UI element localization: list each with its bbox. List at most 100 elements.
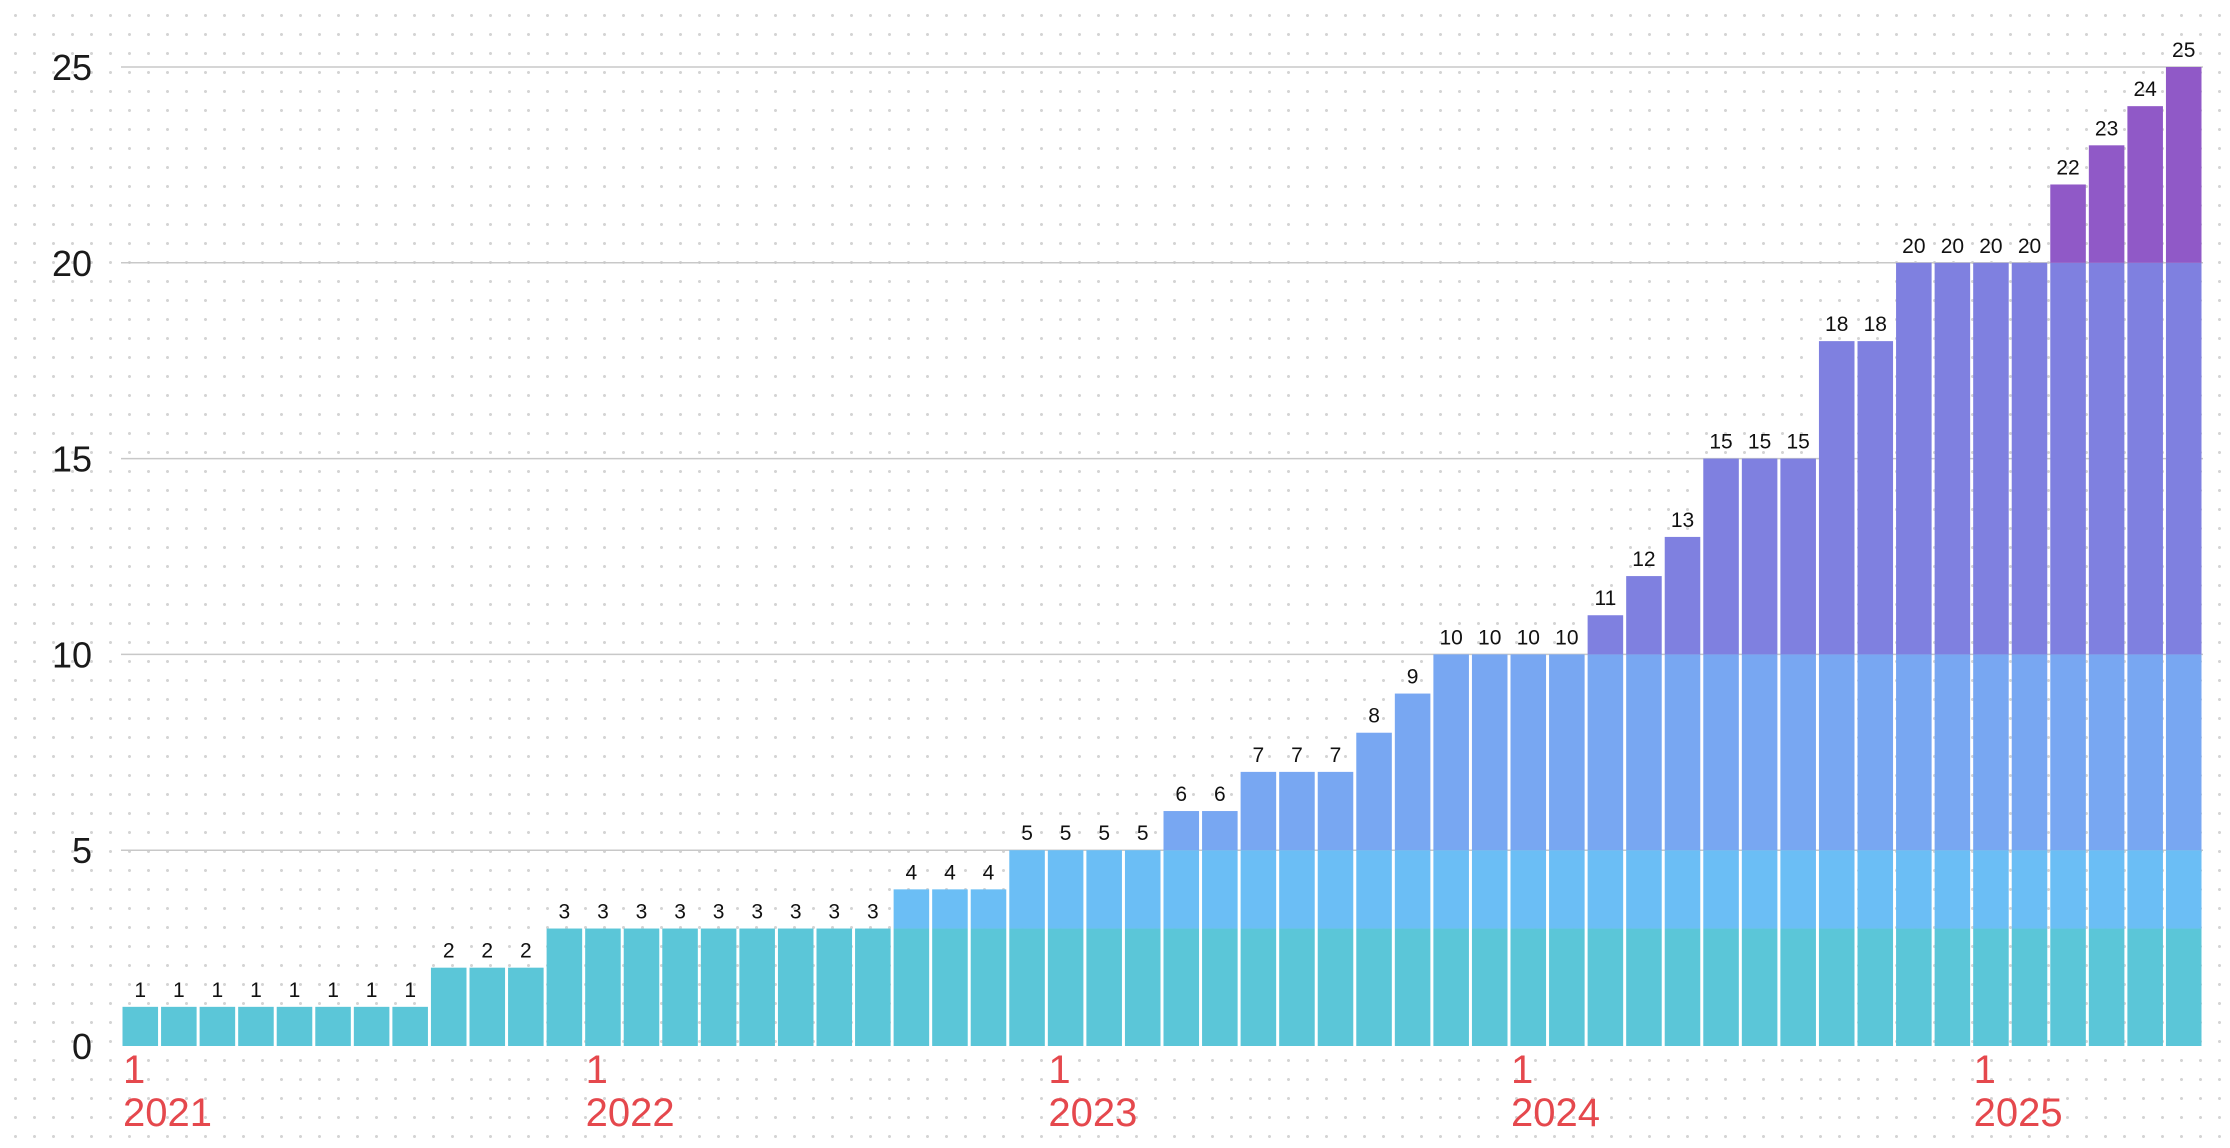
bar-segment	[1047, 928, 1084, 1046]
bar-segment	[1896, 262, 1932, 655]
bar-segment	[1510, 654, 1547, 851]
bar-segment	[1818, 850, 1855, 929]
bar-segment	[1240, 771, 1277, 851]
bar-segment	[1317, 771, 1354, 851]
bar-segment	[662, 928, 698, 1046]
bar-segment	[508, 967, 544, 1046]
bar-segment	[1433, 654, 1469, 851]
y-tick-label: 25	[52, 47, 92, 88]
bar-segment	[1433, 928, 1469, 1046]
bar-segment	[1086, 850, 1122, 929]
bar-segment	[1896, 850, 1932, 929]
y-tick-label: 20	[52, 243, 92, 284]
bar-segment	[777, 928, 814, 1046]
bar	[739, 928, 775, 1046]
bar	[1510, 654, 1547, 1046]
data-label: 6	[1214, 783, 1226, 806]
bar-segment	[276, 1006, 313, 1046]
bar-segment	[1279, 771, 1315, 851]
bar-segment	[623, 928, 660, 1046]
bar-segment	[2127, 654, 2163, 851]
bar-segment	[1394, 928, 1431, 1046]
bar	[585, 928, 621, 1046]
y-axis-ticks: 0 5 10 15 20 25	[52, 47, 92, 1067]
data-label: 22	[2056, 156, 2079, 179]
bar-segment	[1664, 654, 1701, 851]
data-label: 3	[674, 901, 686, 924]
y-tick-label: 5	[72, 830, 92, 871]
bar	[893, 889, 930, 1046]
bar-segment	[2165, 262, 2202, 655]
bar-segment	[1124, 850, 1161, 929]
data-label: 1	[404, 979, 416, 1002]
data-label: 15	[1786, 431, 1809, 454]
bar-segment	[1047, 850, 1084, 929]
x-year-label: 2021	[123, 1091, 212, 1135]
data-label: 1	[327, 979, 339, 1002]
bar-segment	[1973, 928, 2009, 1046]
bar-segment	[2050, 928, 2086, 1046]
bar-segment	[1587, 850, 1624, 929]
bar-segment	[1549, 928, 1585, 1046]
bar-segment	[392, 1006, 428, 1046]
bar-segment	[1934, 262, 1971, 655]
bar	[1202, 811, 1238, 1046]
bar-segment	[1973, 850, 2009, 929]
data-label: 4	[983, 861, 995, 884]
bar-segment	[2050, 850, 2086, 929]
bar-segment	[2011, 262, 2048, 655]
bar-segment	[2088, 262, 2125, 655]
data-label: 5	[1060, 822, 1072, 845]
data-label: 6	[1175, 783, 1187, 806]
bar-segment	[1163, 850, 1200, 929]
data-label: 7	[1291, 744, 1303, 767]
bar-segment	[1741, 850, 1778, 929]
bar	[469, 967, 506, 1046]
bar	[1471, 654, 1508, 1046]
bar-segment	[2127, 850, 2163, 929]
bar-segment	[2050, 654, 2086, 851]
bar	[1124, 850, 1161, 1046]
bar	[662, 928, 698, 1046]
x-year-label: 2023	[1048, 1091, 1137, 1135]
data-label: 2	[443, 940, 455, 963]
bar	[238, 1006, 274, 1046]
bar-segment	[1741, 458, 1778, 655]
bar	[1780, 458, 1816, 1046]
bar	[855, 928, 891, 1046]
bar-segment	[1780, 850, 1816, 929]
data-label: 10	[1439, 626, 1462, 649]
bar-segment	[1163, 811, 1200, 851]
bar	[1433, 654, 1469, 1046]
bar-segment	[1279, 850, 1315, 929]
bar	[1703, 458, 1739, 1046]
data-label: 3	[828, 901, 840, 924]
bar-segment	[2050, 184, 2086, 263]
bar-segment	[1587, 654, 1624, 851]
bar	[1587, 615, 1624, 1046]
data-label: 1	[173, 979, 185, 1002]
bar-segment	[1703, 850, 1739, 929]
x-month-label: 1	[1511, 1048, 1533, 1092]
data-label: 9	[1407, 666, 1419, 689]
data-label: 8	[1368, 705, 1380, 728]
data-label: 4	[906, 861, 918, 884]
bar-segment	[1202, 928, 1238, 1046]
bar-segment	[1356, 732, 1392, 851]
bar-segment	[2165, 928, 2202, 1046]
data-label: 15	[1709, 431, 1732, 454]
bar	[816, 928, 853, 1046]
bar	[1818, 341, 1855, 1046]
bar-segment	[1510, 850, 1547, 929]
bar	[970, 889, 1007, 1046]
bar-segment	[2011, 654, 2048, 851]
bar-segment	[1510, 928, 1547, 1046]
bar	[1934, 262, 1971, 1046]
bar-segment	[2088, 928, 2125, 1046]
bar-segment	[1780, 458, 1816, 655]
data-label: 3	[713, 901, 725, 924]
bar	[1857, 341, 1894, 1046]
